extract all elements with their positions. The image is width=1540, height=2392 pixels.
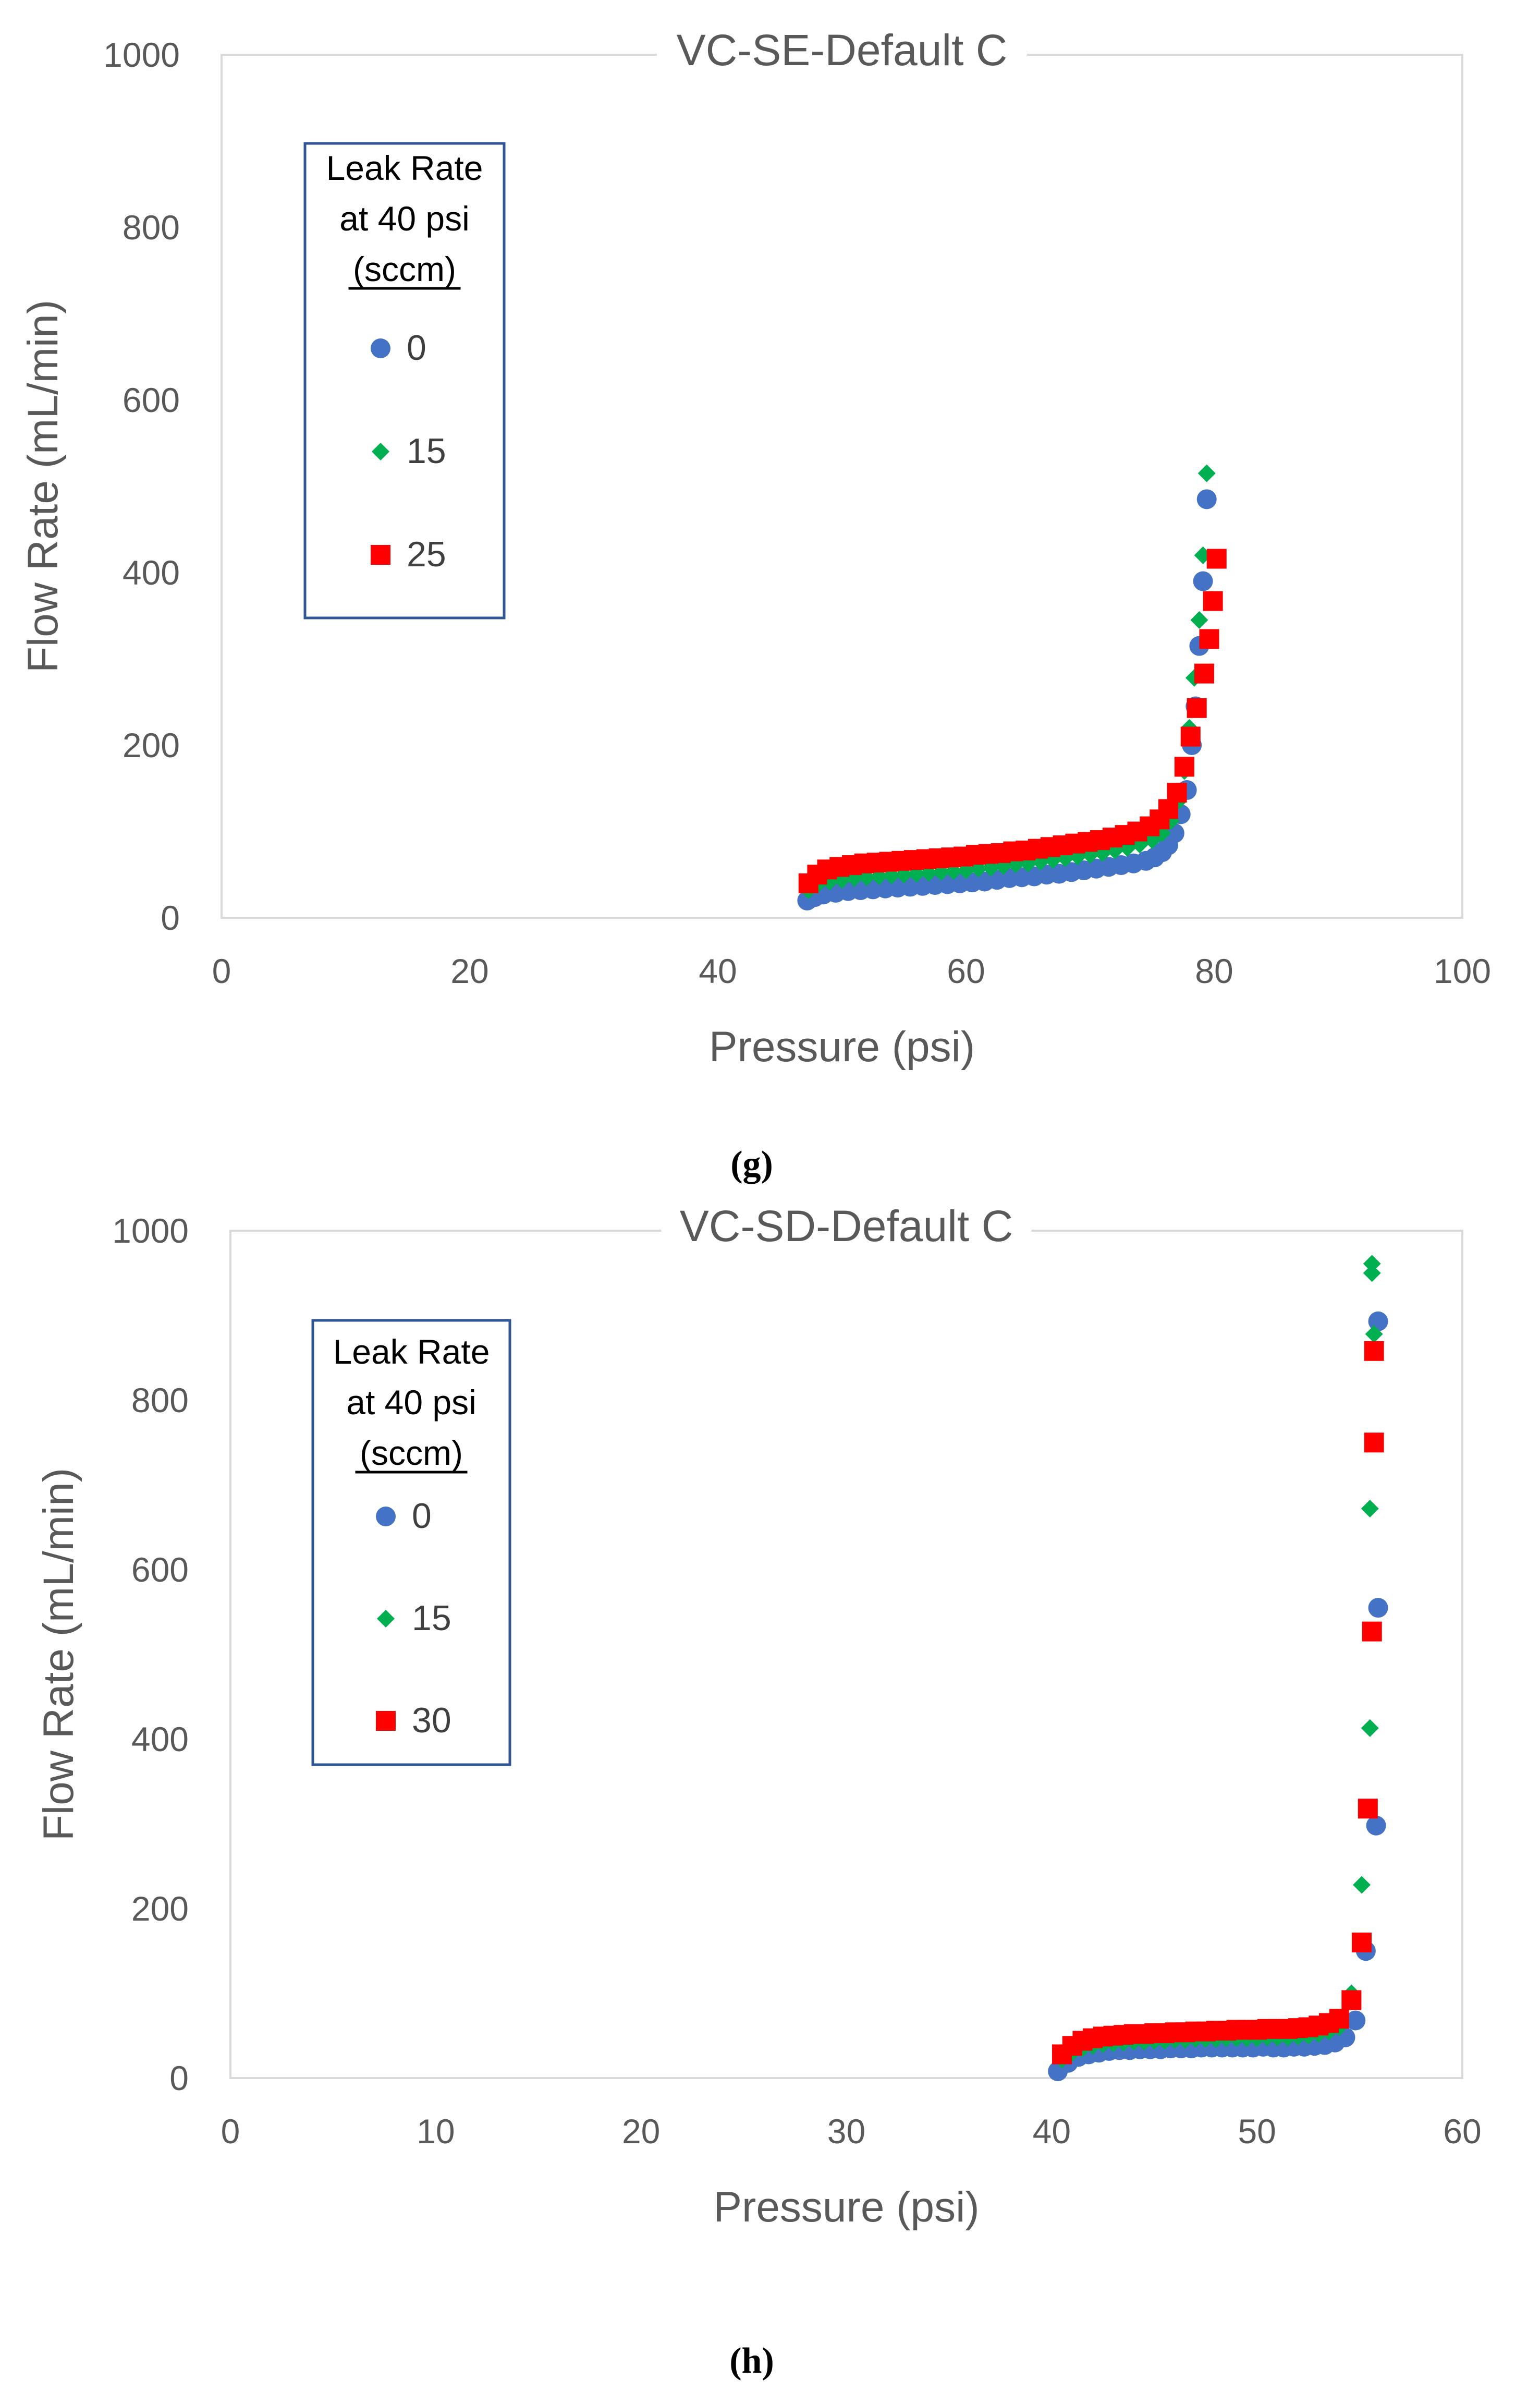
data-point-series-0	[1196, 489, 1217, 509]
chart-title: VC-SE-Default C	[677, 26, 1008, 75]
y-axis-label: Flow Rate (mL/min)	[35, 1468, 82, 1841]
legend-marker-0	[371, 338, 390, 358]
legend: Leak Rate at 40 psi (sccm) 0 15 30	[311, 1319, 511, 1766]
legend-title-line: Leak Rate	[326, 149, 483, 187]
data-point-series-15	[1353, 1876, 1371, 1894]
data-point-series-15	[1190, 611, 1208, 629]
chart-title-background	[661, 1210, 1032, 1252]
figure-caption: (g)	[730, 1144, 773, 1184]
data-point-series-0	[1366, 1815, 1386, 1836]
data-point-series-25	[1206, 549, 1227, 569]
data-point-series-30	[1341, 1990, 1362, 2010]
legend-entry-label: 30	[412, 1701, 451, 1740]
x-axis-ticks: 0 10 20 30 40 50 60	[221, 2112, 1482, 2151]
legend-title-line: (sccm)	[360, 1434, 463, 1472]
x-tick-label: 0	[221, 2112, 240, 2151]
legend-entry-label: 15	[412, 1598, 451, 1638]
legend-entry-label: 15	[407, 431, 446, 471]
data-point-series-15	[1197, 464, 1216, 482]
data-point-series-25	[1180, 726, 1201, 747]
data-point-series-30	[1329, 2009, 1349, 2029]
legend-marker-0	[376, 1507, 396, 1526]
legend-marker-15	[372, 443, 389, 460]
y-axis-label: Flow Rate (mL/min)	[19, 300, 67, 673]
y-tick-label: 200	[131, 1889, 189, 1928]
data-point-series-30	[1364, 1341, 1384, 1361]
legend-title-line: at 40 psi	[339, 199, 470, 238]
data-point-series-25	[1167, 783, 1187, 803]
y-tick-label: 400	[123, 553, 180, 592]
figure-caption: (h)	[729, 2341, 774, 2381]
data-point-series-30	[1358, 1799, 1378, 1819]
x-tick-label: 40	[699, 952, 737, 990]
data-point-series-25	[1174, 757, 1194, 777]
legend-title-line: Leak Rate	[333, 1332, 490, 1371]
y-tick-label: 1000	[103, 35, 180, 74]
data-point-series-0	[1193, 571, 1213, 591]
legend-entry-label: 25	[407, 535, 446, 574]
y-tick-label: 800	[123, 208, 180, 247]
data-point-series-0	[1368, 1598, 1388, 1618]
x-tick-label: 60	[1443, 2112, 1481, 2151]
data-point-series-25	[1187, 698, 1207, 718]
data-point-series-25	[1203, 591, 1223, 611]
legend-marker-30	[376, 1711, 396, 1731]
y-axis-ticks: 0 200 400 600 800 1000	[103, 35, 180, 937]
y-axis-ticks: 0 200 400 600 800 1000	[112, 1211, 189, 2097]
data-point-series-15	[1363, 1255, 1381, 1273]
data-point-series-15	[1361, 1500, 1379, 1517]
legend-entry-label: 0	[407, 328, 426, 368]
legend: Leak Rate at 40 psi (sccm) 0 15 25	[303, 142, 506, 620]
y-tick-label: 0	[161, 898, 180, 937]
legend-marker-15	[377, 1610, 395, 1628]
y-tick-label: 800	[131, 1381, 189, 1419]
data-point-series-30	[1364, 1432, 1384, 1453]
data-point-series-25	[1194, 663, 1214, 684]
legend-title-line: at 40 psi	[346, 1383, 476, 1422]
chart-title-background	[657, 34, 1027, 76]
data-point-series-30	[1362, 1621, 1382, 1642]
data-point-series-15	[1365, 1325, 1383, 1343]
x-tick-label: 10	[417, 2112, 455, 2151]
x-axis-ticks: 0 20 40 60 80 100	[212, 952, 1491, 990]
data-point-series-30	[1352, 1933, 1372, 1952]
y-tick-label: 600	[123, 381, 180, 419]
x-tick-label: 40	[1033, 2112, 1071, 2151]
x-tick-label: 0	[212, 952, 231, 990]
data-points	[1048, 1255, 1388, 2081]
y-tick-label: 200	[123, 726, 180, 764]
y-tick-label: 600	[131, 1550, 189, 1589]
x-tick-label: 50	[1238, 2112, 1276, 2151]
legend-title-line: (sccm)	[353, 250, 456, 288]
chart-title: VC-SD-Default C	[680, 1201, 1013, 1250]
x-axis-label: Pressure (psi)	[713, 2183, 979, 2231]
y-tick-label: 1000	[112, 1211, 189, 1250]
data-points	[797, 464, 1227, 910]
data-point-series-0	[1346, 2010, 1366, 2031]
x-tick-label: 60	[947, 952, 985, 990]
y-tick-label: 400	[131, 1720, 189, 1758]
x-tick-label: 100	[1434, 952, 1491, 990]
x-tick-label: 30	[827, 2112, 865, 2151]
y-tick-label: 0	[169, 2059, 189, 2097]
x-tick-label: 20	[622, 2112, 660, 2151]
data-point-series-15	[1363, 1264, 1381, 1282]
x-tick-label: 80	[1195, 952, 1233, 990]
data-point-series-15	[1361, 1719, 1379, 1737]
legend-marker-25	[371, 545, 390, 565]
data-point-series-25	[1199, 629, 1219, 649]
legend-entry-label: 0	[412, 1496, 432, 1536]
legend-box	[303, 142, 506, 620]
x-tick-label: 20	[450, 952, 488, 990]
x-axis-label: Pressure (psi)	[709, 1023, 975, 1071]
legend-box	[311, 1319, 511, 1766]
